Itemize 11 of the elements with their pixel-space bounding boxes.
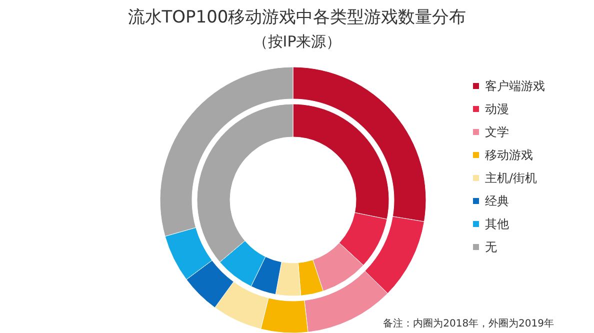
legend-label: 客户端游戏: [485, 79, 545, 93]
chart-title: 流水TOP100移动游戏中各类型游戏数量分布: [128, 8, 466, 28]
chart-subtitle: （按IP来源）: [252, 32, 342, 50]
text: 备注：内圈为2018年，外圈为2019年: [383, 318, 554, 330]
legend-label: 动漫: [485, 102, 509, 116]
legend-label: 文学: [485, 125, 509, 139]
legend-label: 经典: [485, 194, 509, 208]
legend-label: 主机/街机: [485, 171, 538, 185]
legend-label: 移动游戏: [485, 148, 533, 162]
legend-label: 其他: [485, 217, 509, 231]
legend-label: 无: [485, 240, 497, 254]
